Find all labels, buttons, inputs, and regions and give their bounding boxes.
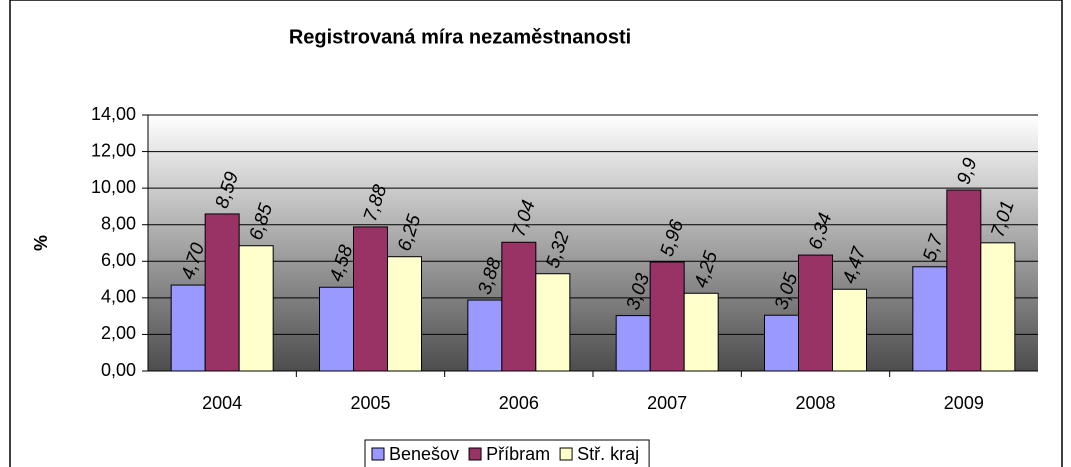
y-tick-label: 6,00 [101, 250, 136, 270]
x-tick-label: 2006 [499, 393, 539, 413]
y-tick-label: 8,00 [101, 213, 136, 233]
bar [170, 284, 206, 372]
y-tick-label: 14,00 [91, 104, 136, 124]
bar [353, 226, 388, 372]
bar [946, 189, 982, 372]
x-tick-label: 2008 [795, 393, 835, 413]
bar [980, 242, 1016, 372]
legend-label: Stř. kraj [577, 444, 639, 464]
y-tick-label: 2,00 [101, 323, 136, 343]
y-tick-label: 0,00 [101, 360, 136, 380]
x-tick-label: 2007 [647, 393, 687, 413]
bar [238, 245, 274, 372]
legend-label: Příbram [486, 444, 550, 464]
bar [535, 273, 571, 372]
legend-swatch [468, 447, 482, 461]
bar [649, 261, 685, 372]
bar [204, 213, 240, 372]
x-tick-label: 2004 [202, 393, 242, 413]
bar [501, 241, 537, 372]
bar [832, 288, 867, 372]
bar [683, 292, 719, 372]
bar [615, 315, 651, 372]
y-axis-label: % [31, 235, 51, 251]
y-tick-label: 4,00 [101, 287, 136, 307]
bar [764, 314, 799, 372]
x-tick-label: 2009 [944, 393, 984, 413]
legend-swatch [371, 447, 385, 461]
y-tick-label: 10,00 [91, 177, 136, 197]
bar [387, 256, 422, 372]
legend-swatch [559, 447, 573, 461]
chart-title: Registrovaná míra nezaměstnanosti [289, 26, 631, 48]
plot-area [148, 115, 1038, 371]
y-tick-label: 12,00 [91, 140, 136, 160]
bar [319, 286, 354, 372]
bar [912, 266, 948, 372]
legend-box [364, 439, 650, 467]
legend-label: Benešov [389, 444, 459, 464]
bar [467, 299, 503, 372]
x-tick-label: 2005 [350, 393, 390, 413]
bar [798, 254, 833, 372]
legend: Benešov Příbram Stř. kraj [364, 439, 650, 467]
